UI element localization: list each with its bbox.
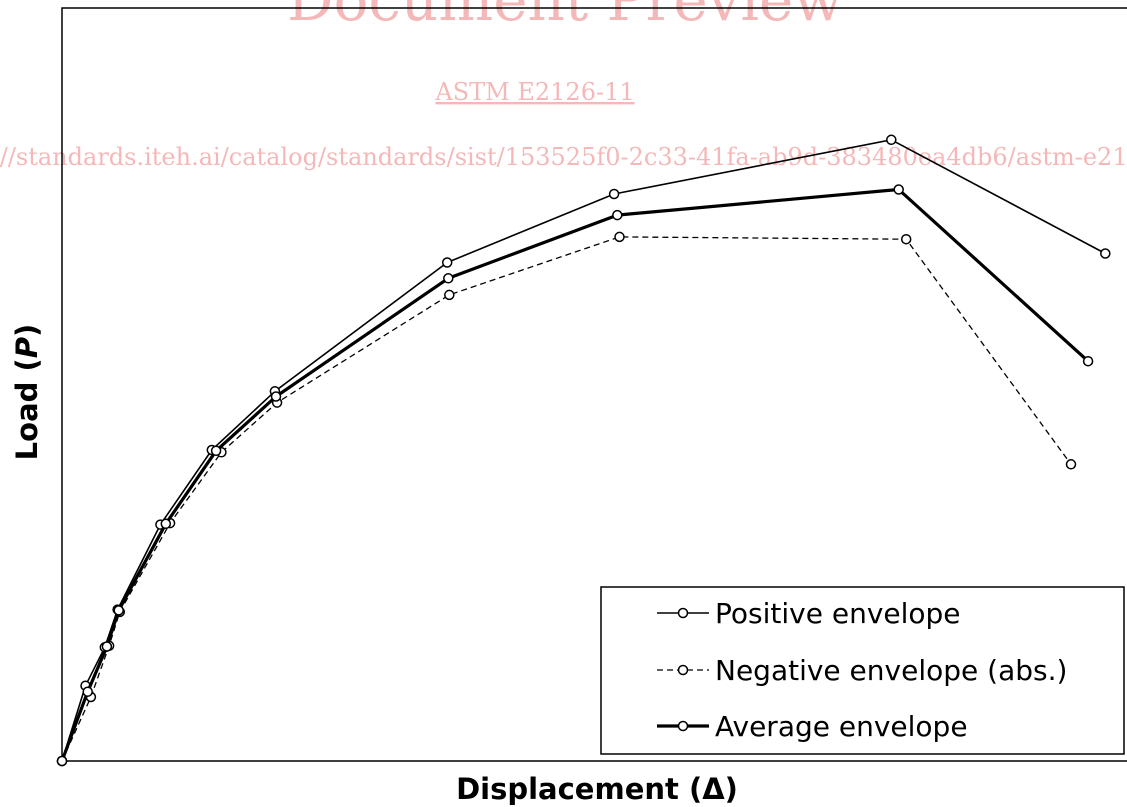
series-line-negative-envelope-abs [61,236,1072,762]
legend: Positive envelope Negative envelope (abs.… [600,586,1125,755]
watermark-title: Document Preview [287,0,843,34]
legend-label: Average envelope [715,710,968,743]
legend-item-positive-envelope: Positive envelope [657,597,961,630]
data-point [1065,459,1077,470]
watermark-url: https://standards.iteh.ai/catalog/standa… [0,143,1127,171]
y-axis-label-symbol: P [10,337,44,358]
data-point [900,233,912,245]
legend-swatch-marker [677,607,689,619]
y-axis-label: Load (P) [10,324,44,461]
data-point [441,257,453,268]
data-point [1100,248,1111,259]
y-axis-label-prefix: Load ( [10,358,44,460]
legend-label: Negative envelope (abs.) [715,654,1067,687]
watermark-standard-code: ASTM E2126-11 [434,78,634,106]
data-point [56,755,68,767]
data-point [82,686,93,697]
data-point [270,391,282,402]
plot-frame [61,7,1127,762]
data-point [1082,355,1094,367]
data-point [113,605,124,616]
legend-swatch-marker [677,664,689,676]
series-average-envelope [56,184,1094,767]
data-point [886,134,897,146]
data-point [612,209,623,221]
watermark: Document Preview ASTM E2126-11 https://s… [0,0,1127,171]
data-point [160,518,172,530]
data-point [893,184,904,195]
data-point [101,641,113,652]
legend-item-negative-envelope-abs: Negative envelope (abs.) [657,654,1067,687]
legend-item-average-envelope: Average envelope [657,710,968,743]
legend-swatch-marker [677,720,689,732]
data-point [614,231,625,243]
legend-label: Positive envelope [715,597,961,630]
series-layer [56,134,1111,767]
data-point [444,289,455,301]
legend-items: Positive envelope Negative envelope (abs.… [657,597,1067,743]
data-point [443,273,454,284]
x-axis-label: Displacement (Δ) [456,772,738,806]
data-point [210,445,222,457]
y-axis-label-suffix: ) [10,324,44,337]
data-point [608,188,620,200]
